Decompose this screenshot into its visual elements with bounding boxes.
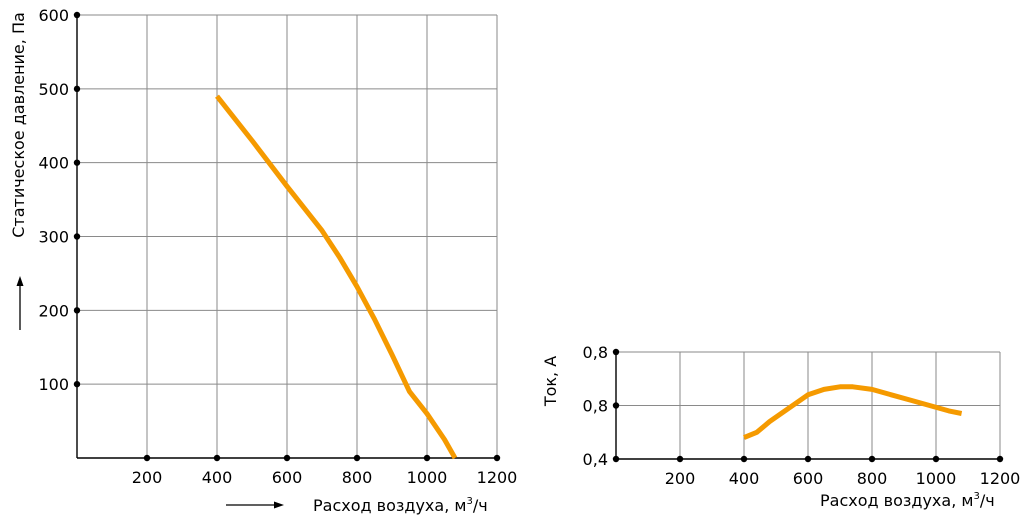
pressure-y-tick-label: 400 — [38, 154, 69, 173]
current-x-tick-label: 800 — [857, 469, 888, 488]
current-tick-labels: 200 400 600 800 1000 1200 0,4 0,8 0,8 — [583, 343, 1021, 488]
current-x-label-tail: /ч — [980, 491, 995, 510]
pressure-y-tick-label: 500 — [38, 80, 69, 99]
pressure-y-label: Статическое давление, Па — [9, 12, 28, 238]
pressure-tick-labels: 200 400 600 800 1000 1200 100 200 300 400 500 600 — [38, 6, 517, 487]
current-y-tick-label: 0,8 — [583, 343, 608, 362]
pressure-x-label-sup: 3 — [466, 496, 472, 507]
pressure-x-tick-label: 600 — [272, 468, 303, 487]
pressure-x-tick-label: 800 — [342, 468, 373, 487]
current-chart: 200 400 600 800 1000 1200 0,4 0,8 0,8 Ток, А Рас… — [541, 343, 1020, 510]
pressure-x-tick-label: 200 — [132, 468, 163, 487]
pressure-y-tick-label: 600 — [38, 6, 69, 25]
pressure-x-tick-label: 1000 — [407, 468, 448, 487]
pressure-series-line — [215, 94, 458, 460]
current-x-label-main: Расход воздуха, м — [820, 491, 973, 510]
pressure-x-tick-label: 1200 — [477, 468, 518, 487]
current-grid — [616, 351, 1001, 460]
current-x-tick-label: 1000 — [916, 469, 957, 488]
pressure-y-tick-label: 200 — [38, 301, 69, 320]
current-y-tick-label: 0,8 — [583, 397, 608, 416]
pressure-grid — [77, 14, 498, 458]
pressure-x-label-main: Расход воздуха, м — [313, 496, 466, 515]
pressure-x-tick-label: 400 — [202, 468, 233, 487]
pressure-chart: 200 400 600 800 1000 1200 100 200 300 400 500 600 С… — [9, 6, 517, 515]
pressure-x-label: Расход воздуха, м3/ч — [313, 496, 488, 515]
current-x-tick-label: 200 — [665, 469, 696, 488]
pressure-y-tick-label: 300 — [38, 228, 69, 247]
current-x-tick-label: 400 — [729, 469, 760, 488]
current-x-label-sup: 3 — [973, 491, 979, 502]
current-y-label: Ток, А — [541, 356, 560, 407]
pressure-y-tick-label: 100 — [38, 375, 69, 394]
current-axes — [612, 348, 1004, 463]
current-y-tick-label: 0,4 — [583, 450, 608, 469]
pressure-x-label-tail: /ч — [473, 496, 488, 515]
current-x-tick-label: 1200 — [980, 469, 1021, 488]
pressure-axes — [73, 11, 501, 462]
current-x-tick-label: 600 — [793, 469, 824, 488]
current-series-line — [743, 384, 963, 440]
current-x-label: Расход воздуха, м3/ч — [820, 491, 995, 510]
x-axis-arrow-icon — [226, 501, 284, 509]
y-axis-arrow-icon — [16, 276, 24, 330]
